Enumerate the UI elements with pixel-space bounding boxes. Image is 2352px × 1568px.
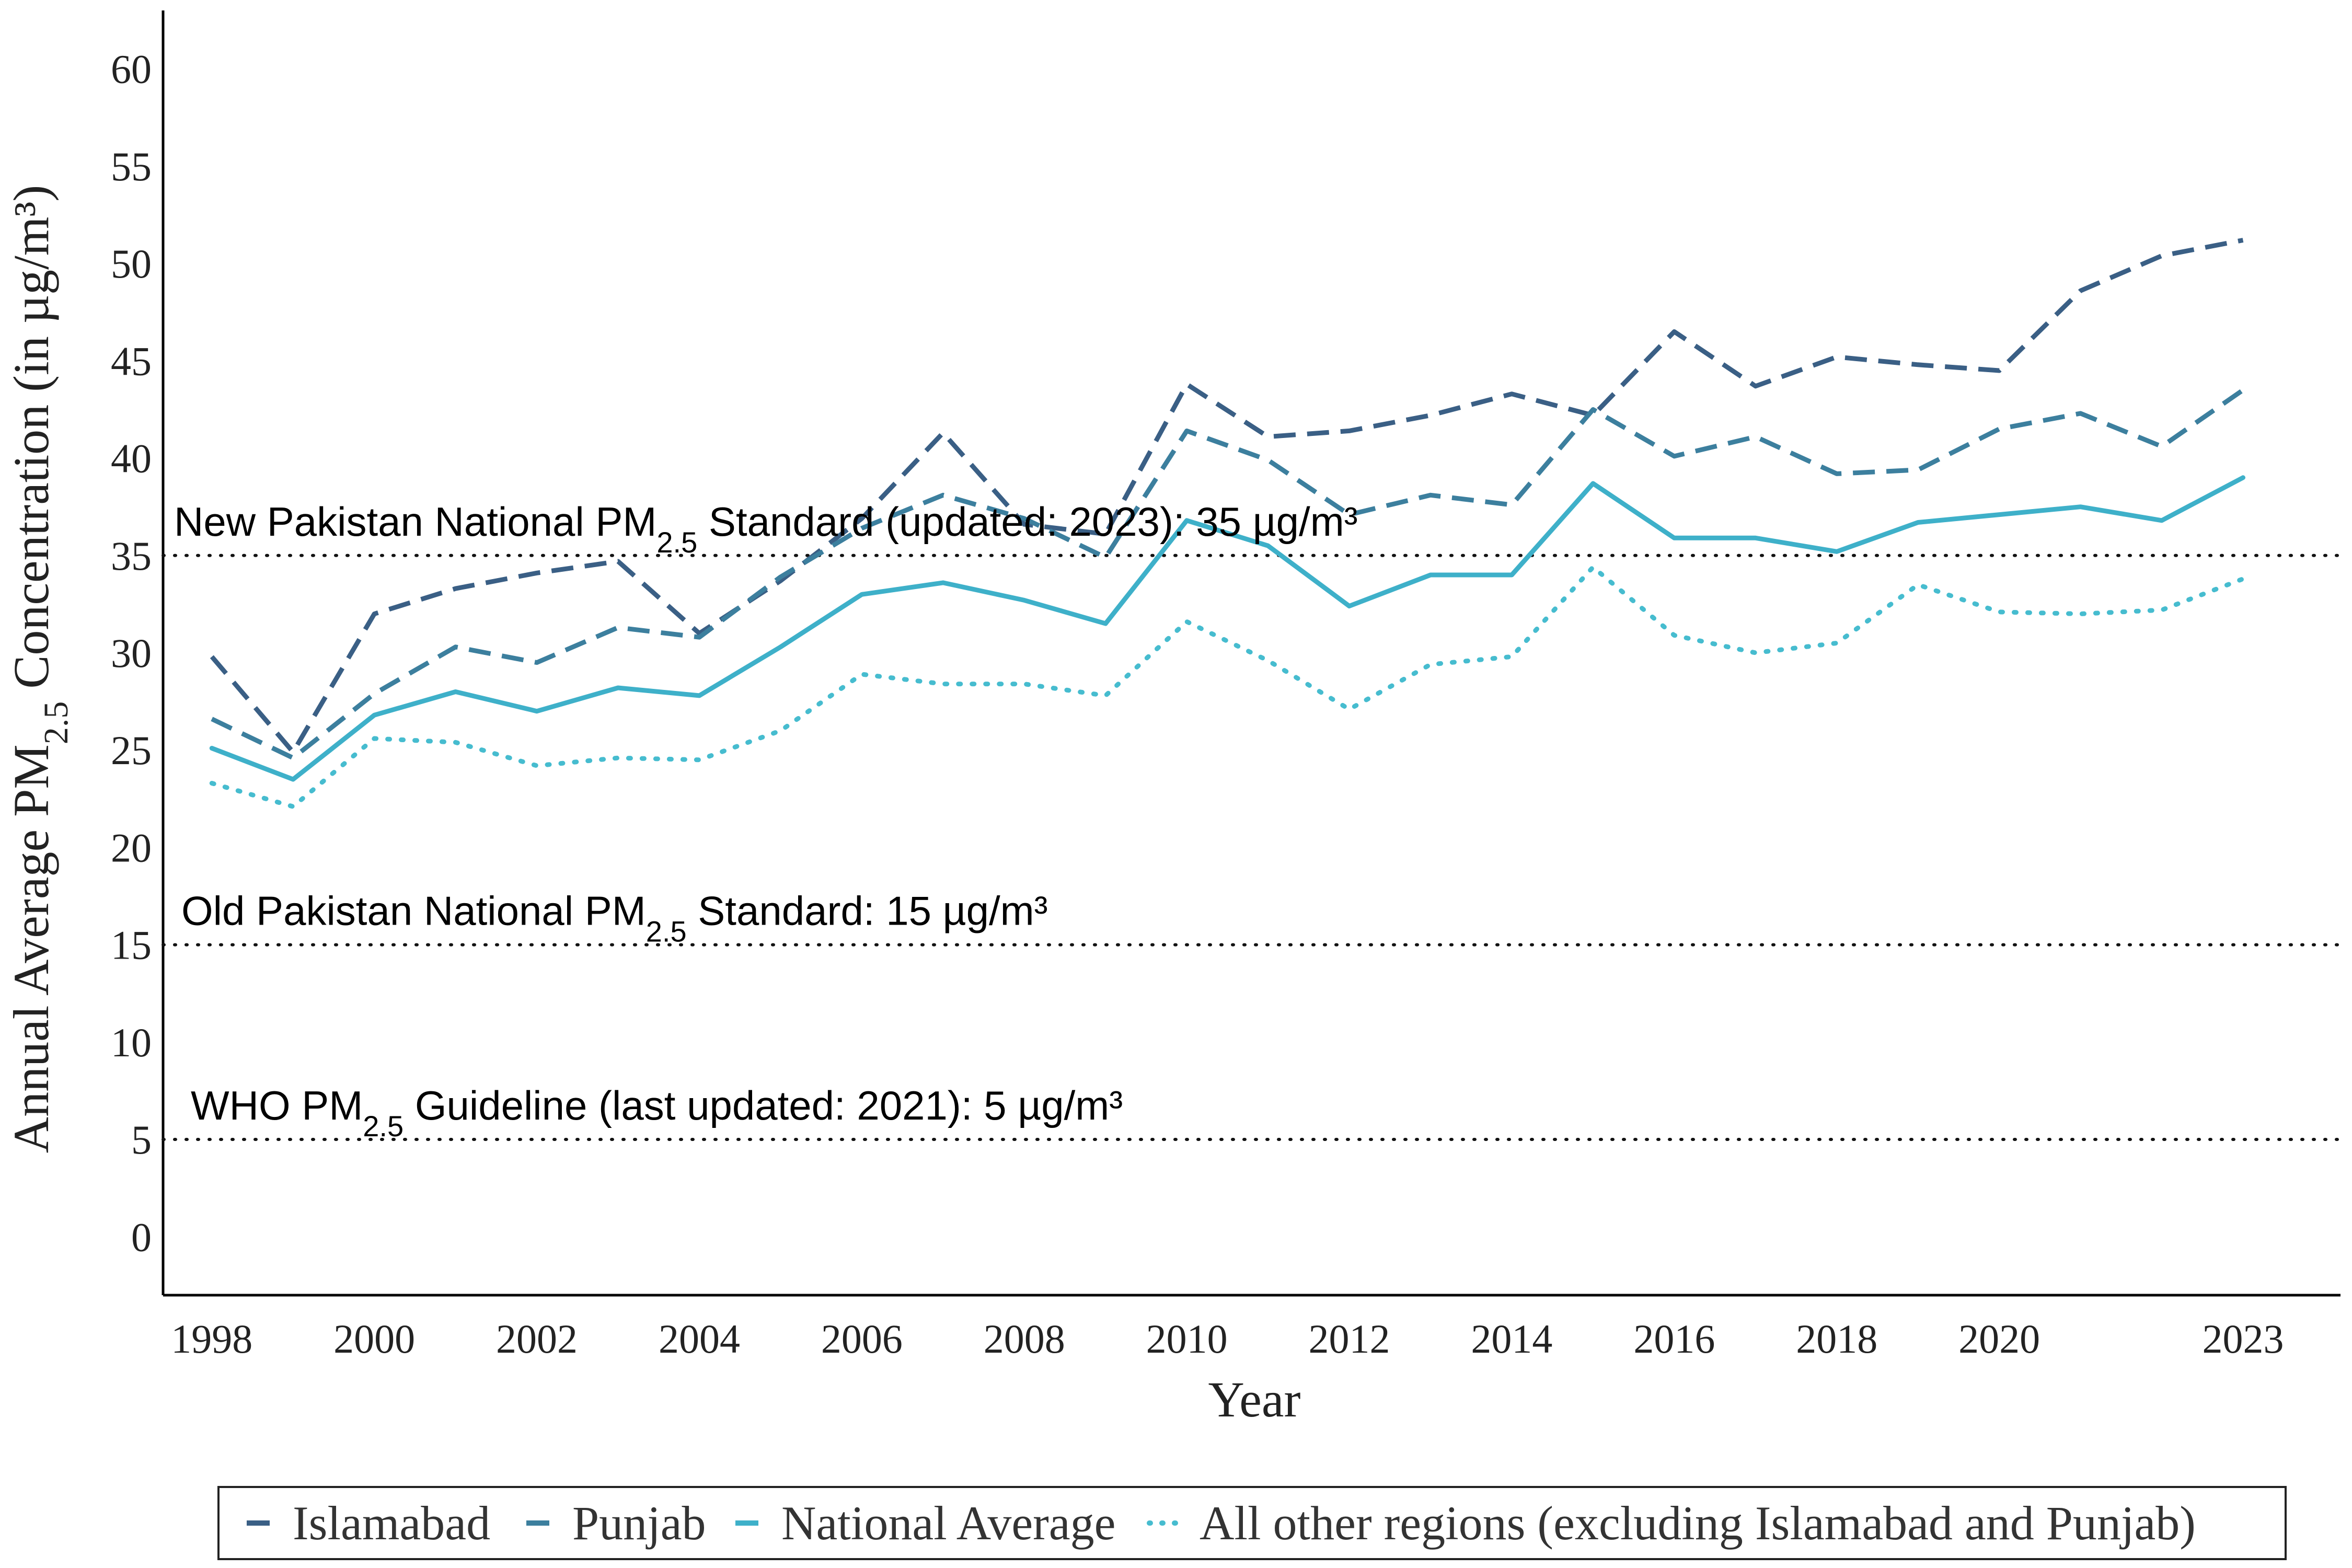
x-tick-label: 2016 [1633, 1316, 1715, 1362]
legend-label: Islamabad [293, 1496, 490, 1550]
series-line-punjab [211, 388, 2245, 760]
y-tick-label: 35 [111, 533, 152, 579]
y-tick-label: 5 [131, 1117, 152, 1162]
tick-labels: 0 5 10 15 20 25 30 35 40 45 50 55 60 1998 2000 2002 2004… [111, 47, 2284, 1362]
x-tick-label: 2006 [821, 1316, 903, 1362]
x-tick-label: 2018 [1796, 1316, 1877, 1362]
reference-label: Old Pakistan National PM2.5 Standard: 15… [181, 888, 1048, 948]
x-tick-label: 2008 [984, 1316, 1065, 1362]
legend-label: Punjab [572, 1496, 706, 1550]
y-tick-label: 0 [131, 1214, 152, 1260]
legend: Islamabad Punjab National Average All other… [217, 1486, 2287, 1560]
y-tick-label: 50 [111, 241, 152, 286]
x-tick-label: 2004 [659, 1316, 740, 1362]
x-axis-title: Year [1208, 1371, 1301, 1427]
y-tick-label: 20 [111, 825, 152, 870]
y-tick-label: 10 [111, 1020, 152, 1065]
y-axis-title: Annual Average PM2.5 Concentration (in µ… [3, 185, 75, 1153]
reference-label: WHO PM2.5 Guideline (last updated: 2021)… [191, 1082, 1123, 1143]
series-lines [209, 238, 2245, 809]
series-line-islamabad [210, 238, 2244, 755]
y-tick-label: 30 [111, 630, 152, 676]
reference-label: New Pakistan National PM2.5 Standard (up… [174, 499, 1358, 559]
legend-label: All other regions (excluding Islamabad a… [1200, 1496, 2196, 1550]
legend-box [217, 1486, 2287, 1560]
x-tick-label: 2012 [1309, 1316, 1390, 1362]
x-tick-label: 2010 [1146, 1316, 1228, 1362]
y-tick-label: 15 [111, 923, 152, 968]
x-tick-label: 2023 [2202, 1316, 2284, 1362]
y-tick-label: 55 [111, 144, 152, 189]
y-tick-label: 40 [111, 436, 152, 481]
axes [162, 10, 2341, 1297]
x-tick-label: 2014 [1471, 1316, 1552, 1362]
x-tick-label: 2000 [333, 1316, 415, 1362]
y-tick-label: 25 [111, 728, 152, 773]
reference-lines [162, 554, 2342, 1142]
y-tick-label: 45 [111, 338, 152, 384]
reference-labels: New Pakistan National PM2.5 Standard (up… [174, 499, 1358, 1143]
y-tick-label: 60 [111, 47, 152, 92]
x-tick-label: 2002 [496, 1316, 578, 1362]
x-tick-label: 1998 [171, 1316, 252, 1362]
series-line-all-other-regions-excluding-islamabad-and-punjab [209, 564, 2245, 809]
series-line-national-average [209, 475, 2245, 782]
legend-label: National Average [781, 1496, 1115, 1550]
x-tick-label: 2020 [1958, 1316, 2040, 1362]
